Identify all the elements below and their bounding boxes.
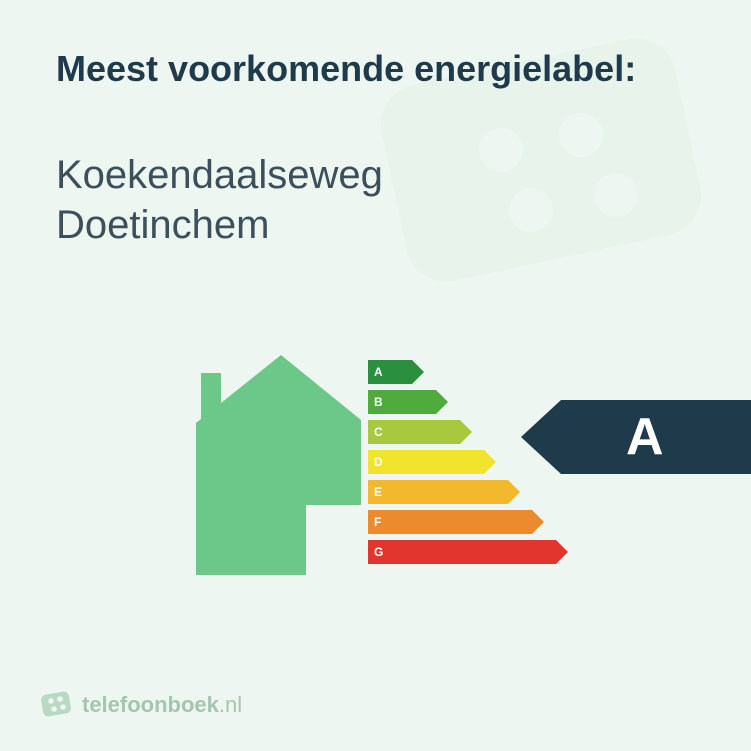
page-title: Meest voorkomende energielabel:: [56, 48, 695, 90]
phonebook-icon: [40, 689, 72, 721]
footer-brand-bold: telefoonboek: [82, 692, 219, 717]
energy-bar-a: A: [368, 360, 668, 384]
energy-bar-label: E: [374, 480, 382, 504]
energy-bar-g: G: [368, 540, 668, 564]
result-badge-letter: A: [626, 400, 664, 474]
footer-brand-tld: .nl: [219, 692, 242, 717]
location-line-1: Koekendaalseweg: [56, 150, 695, 200]
energy-bar-e: E: [368, 480, 668, 504]
energy-bar-label: A: [374, 360, 383, 384]
location-line-2: Doetinchem: [56, 200, 695, 250]
energy-bar-label: D: [374, 450, 383, 474]
location-name: Koekendaalseweg Doetinchem: [56, 150, 695, 250]
energy-bar-label: B: [374, 390, 383, 414]
footer-text: telefoonboek.nl: [82, 692, 242, 718]
footer-logo: telefoonboek.nl: [40, 689, 242, 721]
energy-bar-label: G: [374, 540, 383, 564]
result-badge: A: [511, 400, 751, 474]
energy-bar-f: F: [368, 510, 668, 534]
energy-bar-label: C: [374, 420, 383, 444]
house-icon: [196, 355, 366, 575]
energy-label-card: Meest voorkomende energielabel: Koekenda…: [0, 0, 751, 751]
energy-bar-label: F: [374, 510, 381, 534]
